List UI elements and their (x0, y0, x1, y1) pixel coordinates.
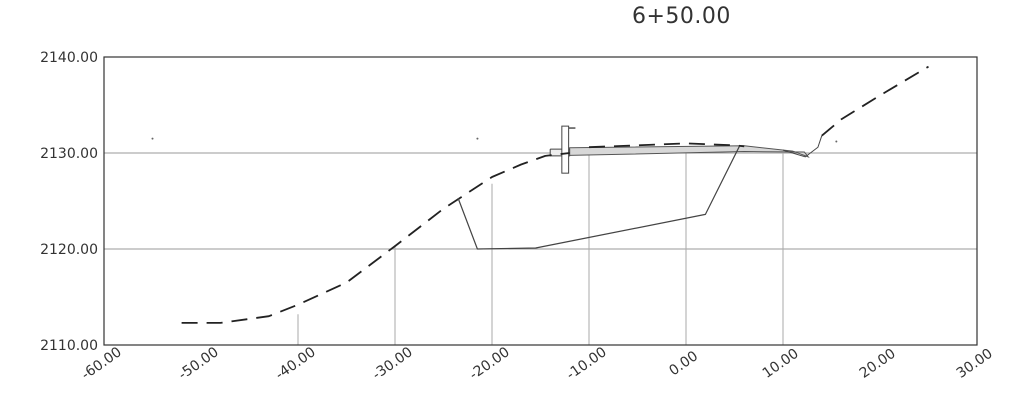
excavation-line (457, 146, 740, 250)
existing-ground-line (181, 152, 570, 324)
x-tick-label: -30.00 (370, 344, 416, 383)
ditch-line (782, 135, 823, 158)
x-tick-label: -40.00 (273, 344, 319, 383)
pavement-section (569, 145, 810, 158)
post (561, 125, 570, 174)
x-tick-label: 30.00 (954, 346, 996, 382)
station-label: 6+50.00 (632, 4, 731, 29)
survey-point (151, 137, 154, 140)
x-tick-label: -10.00 (564, 344, 610, 383)
survey-point (835, 140, 838, 143)
x-tick-label: -20.00 (467, 344, 513, 383)
vertical-reference-lines (297, 153, 784, 345)
y-tick-label: 2140.00 (40, 50, 98, 66)
y-tick-labels: 2110.00 2120.00 2130.00 2140.00 (40, 50, 98, 354)
y-tick-label: 2120.00 (40, 242, 98, 258)
road-structure (151, 125, 838, 174)
x-tick-labels: -60.00 -50.00 -40.00 -30.00 -20.00 -10.00 0.00… (79, 344, 996, 383)
y-tick-label: 2110.00 (40, 338, 98, 354)
y-tick-label: 2130.00 (40, 146, 98, 162)
grid-lines (104, 152, 977, 250)
profile-lines (181, 65, 929, 324)
existing-ground-line (821, 65, 929, 137)
existing-ground-line (588, 142, 745, 149)
x-tick-label: 10.00 (760, 346, 802, 382)
plot-frame (103, 56, 978, 346)
survey-point (476, 137, 479, 140)
x-tick-label: 20.00 (857, 346, 899, 382)
x-tick-label: 0.00 (666, 348, 701, 379)
x-tick-label: -50.00 (176, 344, 222, 383)
